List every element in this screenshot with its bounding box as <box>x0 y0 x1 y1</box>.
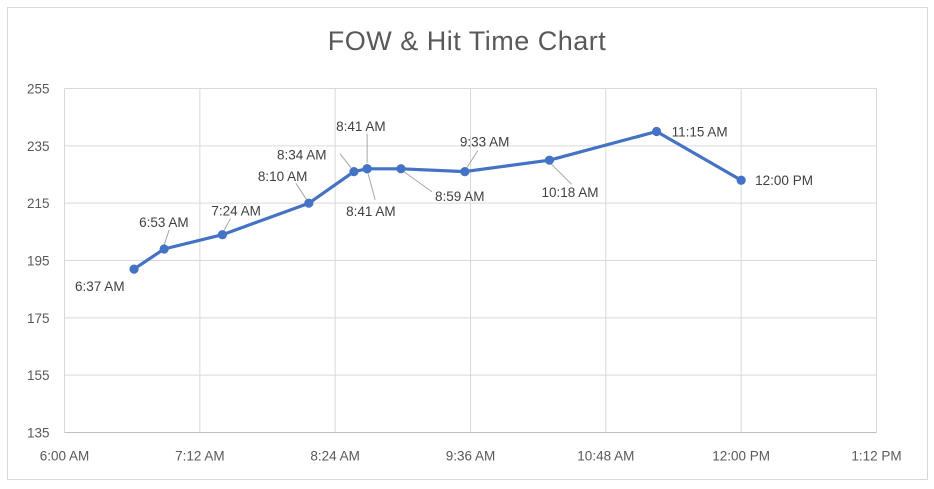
label-leader-line <box>163 229 170 246</box>
x-tick-label: 9:36 AM <box>446 449 496 464</box>
data-point-marker <box>159 244 169 254</box>
data-point-label: 8:59 AM <box>435 189 485 204</box>
x-tick-label: 12:00 PM <box>712 449 770 464</box>
label-leader-line <box>222 218 231 232</box>
x-tick-label: 6:00 AM <box>40 449 90 464</box>
data-point-marker <box>304 198 314 208</box>
data-point-marker <box>362 164 372 174</box>
data-point-marker <box>396 164 406 174</box>
y-tick-label: 155 <box>27 368 50 383</box>
x-tick-label: 10:48 AM <box>577 449 634 464</box>
data-point-marker <box>736 175 746 185</box>
data-point-marker <box>460 167 470 177</box>
data-point-label: 6:53 AM <box>139 215 189 230</box>
y-tick-label: 135 <box>27 426 50 441</box>
data-point-label: 10:18 AM <box>541 185 598 200</box>
y-tick-label: 195 <box>27 254 50 269</box>
data-point-marker <box>129 264 139 274</box>
label-leader-line <box>339 153 352 168</box>
chart-title: FOW & Hit Time Chart <box>327 26 607 56</box>
data-point-label: 6:37 AM <box>75 279 125 294</box>
data-point-label: 12:00 PM <box>755 173 813 188</box>
data-point-label: 8:41 AM <box>336 119 386 134</box>
label-leader-line <box>403 171 433 193</box>
data-point-label: 9:33 AM <box>460 135 510 150</box>
data-point-label: 8:10 AM <box>258 169 308 184</box>
label-leader-line <box>295 182 308 201</box>
y-tick-label: 255 <box>27 82 50 97</box>
label-leader-line <box>367 173 376 200</box>
data-point-marker <box>544 155 555 165</box>
y-tick-label: 215 <box>27 196 50 211</box>
data-point-marker <box>217 230 227 240</box>
data-point-label: 8:41 AM <box>346 204 396 219</box>
label-leader-line <box>466 150 479 168</box>
chart-frame <box>7 7 928 480</box>
data-point-label: 7:24 AM <box>211 204 261 219</box>
x-tick-label: 7:12 AM <box>175 449 225 464</box>
label-leader-line <box>550 162 572 185</box>
y-tick-label: 175 <box>27 311 50 326</box>
y-tick-label: 235 <box>27 139 50 154</box>
data-point-label: 8:34 AM <box>277 148 327 163</box>
data-point-marker <box>651 126 662 137</box>
data-point-label: 11:15 AM <box>672 125 728 140</box>
x-tick-label: 8:24 AM <box>310 449 360 464</box>
x-tick-label: 1:12 PM <box>851 449 901 464</box>
data-point-marker <box>349 167 359 177</box>
